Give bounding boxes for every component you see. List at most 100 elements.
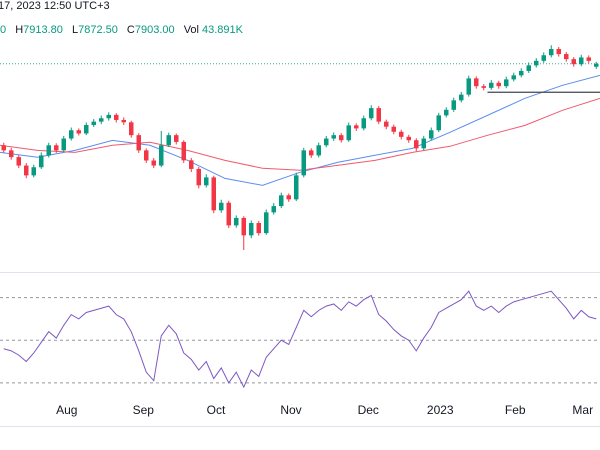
candle-body — [46, 145, 51, 156]
candle-body — [526, 65, 531, 71]
candle-body — [331, 135, 336, 139]
candle-body — [534, 60, 539, 66]
candle-body — [9, 150, 14, 158]
candle-body — [76, 130, 81, 134]
x-tick-label: 2023 — [427, 403, 454, 417]
rsi-line — [3, 290, 597, 389]
candle-body — [24, 165, 29, 176]
candle-body — [594, 63, 599, 67]
candle-body — [571, 59, 576, 65]
candle-body — [564, 54, 569, 60]
candle-body — [436, 115, 441, 131]
candle-body — [316, 145, 321, 156]
open-fragment: 0 — [0, 24, 6, 36]
candle-body — [16, 157, 21, 166]
x-tick-label: Mar — [572, 403, 593, 417]
ohlc-legend: 0 H7913.80 L7872.50 C7903.00 Vol 43.891K — [0, 24, 244, 36]
candle-body — [151, 160, 156, 166]
candle-body — [451, 100, 456, 110]
candle-body — [459, 94, 464, 101]
candle-body — [354, 125, 359, 129]
candle-body — [481, 86, 486, 88]
candle-body — [256, 223, 261, 234]
candle-body — [234, 217, 239, 226]
candle-body — [84, 125, 89, 134]
candle-body — [99, 118, 104, 122]
candle-body — [399, 131, 404, 137]
x-tick-label: Aug — [56, 403, 77, 417]
candle-body — [301, 150, 306, 176]
candle-body — [121, 119, 126, 123]
field-label: C — [127, 24, 135, 36]
candle-body — [421, 138, 426, 149]
candle-body — [586, 57, 591, 61]
candle-body — [541, 55, 546, 61]
field-value: 7913.80 — [23, 24, 63, 36]
candle-body — [496, 82, 501, 87]
candle-body — [406, 136, 411, 141]
candle-body — [61, 138, 66, 151]
candle-body — [579, 57, 584, 65]
candle-body — [204, 177, 209, 186]
candle-body — [39, 155, 44, 168]
candle-body — [414, 140, 419, 149]
timestamp: 17, 2023 12:50 UTC+3 — [0, 0, 110, 12]
candle-body — [114, 114, 119, 120]
candle-body — [1, 145, 6, 151]
candle-body — [474, 78, 479, 87]
candle-body — [69, 130, 74, 139]
candle-body — [361, 118, 366, 129]
candle-body — [369, 108, 374, 119]
field-value: 7872.50 — [78, 24, 118, 36]
candle-body — [384, 121, 389, 127]
candle-body — [241, 217, 246, 236]
candle-body — [346, 125, 351, 141]
field-label: Vol — [184, 24, 199, 36]
candle-body — [226, 202, 231, 226]
candle-body — [54, 145, 59, 151]
candle-body — [489, 82, 494, 88]
field-label: L — [72, 24, 78, 36]
candle-body — [129, 122, 134, 136]
candle-body — [106, 114, 111, 119]
moving-average — [0, 74, 600, 186]
candle-body — [511, 75, 516, 80]
x-tick-label: Sep — [133, 403, 155, 417]
field-label: H — [15, 24, 23, 36]
field-value: 7903.00 — [135, 24, 175, 36]
candle-body — [466, 78, 471, 95]
candle-body — [196, 168, 201, 186]
candle-body — [556, 48, 561, 55]
candle-body — [211, 177, 216, 211]
candle-body — [166, 135, 171, 146]
candle-body — [91, 121, 96, 126]
candle-body — [159, 145, 164, 166]
candle-body — [31, 167, 36, 176]
candle-body — [309, 150, 314, 156]
field-value: 43.891K — [202, 24, 244, 36]
candle-body — [189, 160, 194, 169]
candle-body — [264, 212, 269, 234]
candle-body — [286, 195, 291, 200]
candle-body — [519, 70, 524, 76]
x-tick-label: Dec — [358, 403, 379, 417]
candle-body — [136, 135, 141, 151]
x-tick-label: Oct — [207, 403, 226, 417]
x-tick-label: Feb — [505, 403, 526, 417]
candle-body — [294, 175, 299, 200]
candle-body — [504, 79, 509, 87]
moving-average — [0, 97, 600, 171]
candle-body — [376, 108, 381, 122]
candle-body — [391, 126, 396, 132]
candle-body — [249, 223, 254, 236]
candle-body — [279, 195, 284, 207]
candle-body — [144, 150, 149, 161]
candle-body — [339, 135, 344, 141]
x-tick-label: Nov — [280, 403, 301, 417]
candle-body — [181, 141, 186, 161]
candle-body — [174, 135, 179, 142]
candle-body — [429, 130, 434, 139]
